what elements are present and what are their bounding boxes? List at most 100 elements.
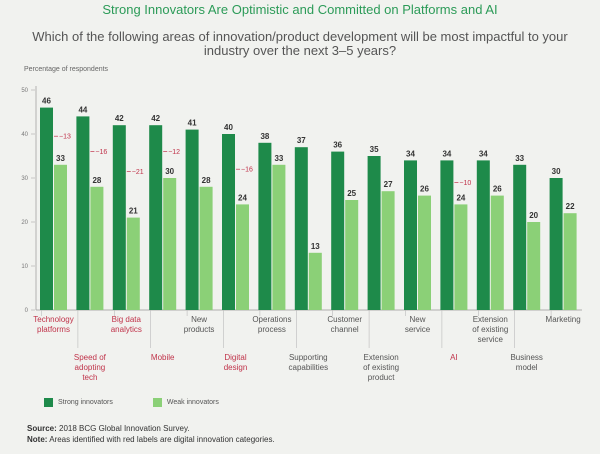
data-label-weak: 30 — [165, 167, 174, 176]
data-label-strong: 36 — [333, 141, 342, 150]
bar-strong — [40, 107, 53, 310]
bar-strong — [549, 178, 563, 310]
category-label: Technology platforms — [33, 315, 73, 334]
data-label-weak: 26 — [420, 185, 429, 194]
data-label-strong: 37 — [297, 136, 306, 145]
data-label-strong: 42 — [115, 114, 124, 123]
bar-weak — [126, 217, 140, 310]
category-label: Extension of existing service — [472, 315, 508, 344]
category-label: Supporting capabilities — [289, 353, 329, 372]
chart-title: Strong Innovators Are Optimistic and Com… — [102, 2, 498, 17]
category-label: AI — [450, 353, 458, 362]
data-label-weak: 20 — [529, 211, 538, 220]
category-label: Big data analytics — [111, 315, 142, 334]
legend-weak: Weak innovators — [152, 398, 219, 407]
data-label-weak: 22 — [566, 202, 575, 211]
bar-weak — [490, 195, 504, 310]
bar-weak — [272, 164, 286, 310]
data-label-strong: 44 — [78, 105, 87, 114]
category-label: Digital design — [224, 353, 248, 372]
source-line: Source: 2018 BCG Global Innovation Surve… — [27, 424, 190, 433]
data-label-weak: 24 — [238, 193, 247, 202]
category-label: Customer channel — [327, 315, 362, 334]
bar-weak — [90, 186, 104, 310]
bar-strong — [404, 160, 417, 310]
category-label: New products — [184, 315, 215, 334]
bar-weak — [454, 204, 468, 310]
y-tick-label: 40 — [21, 132, 28, 138]
gap-label: −13 — [59, 134, 71, 141]
data-label-weak: 24 — [456, 193, 465, 202]
bar-weak — [527, 222, 541, 310]
data-label-strong: 35 — [370, 145, 379, 154]
data-label-strong: 46 — [42, 97, 51, 106]
data-label-weak: 28 — [202, 176, 211, 185]
bar-strong — [185, 129, 199, 310]
data-label-weak: 26 — [493, 185, 502, 194]
legend-swatch-weak — [152, 398, 162, 407]
gap-label: −16 — [241, 167, 253, 174]
bar-strong — [112, 125, 126, 310]
y-tick-label: 30 — [21, 176, 28, 182]
bar-strong — [149, 125, 163, 310]
gap-label: −12 — [168, 149, 180, 156]
y-tick-label: 20 — [21, 220, 28, 226]
gap-label: −16 — [95, 149, 107, 156]
legend-swatch-strong — [44, 398, 53, 407]
data-label-strong: 33 — [515, 154, 524, 163]
data-label-strong: 38 — [260, 132, 269, 141]
bar-weak — [345, 200, 359, 310]
data-label-weak: 33 — [274, 154, 283, 163]
bar-weak — [308, 252, 322, 310]
bar-strong — [331, 151, 345, 310]
data-label-strong: 34 — [479, 149, 488, 158]
category-label: New service — [405, 315, 431, 334]
data-label-strong: 34 — [442, 149, 451, 158]
footer-notes: Source: 2018 BCG Global Innovation Surve… — [27, 423, 275, 445]
bar-weak — [381, 191, 395, 310]
legend-label-strong: Strong innovators — [58, 399, 113, 406]
data-label-weak: 33 — [56, 154, 65, 163]
bar-strong — [476, 160, 490, 310]
data-label-weak: 27 — [384, 180, 393, 189]
bar-strong — [222, 134, 235, 310]
bar-strong — [294, 147, 308, 310]
y-tick-label: 10 — [21, 264, 28, 270]
bar-weak — [54, 164, 67, 310]
y-tick-label: 0 — [25, 308, 29, 314]
category-label: Business model — [510, 353, 542, 372]
data-label-strong: 34 — [406, 149, 415, 158]
bar-strong — [258, 142, 272, 310]
data-label-weak: 21 — [129, 207, 138, 216]
bar-strong — [440, 160, 454, 310]
bar-strong — [513, 164, 527, 310]
data-label-strong: 41 — [188, 119, 197, 128]
data-label-weak: 28 — [92, 176, 101, 185]
note-line: Note: Areas identified with red labels a… — [27, 435, 275, 444]
data-label-strong: 42 — [151, 114, 160, 123]
legend: Strong innovators Weak innovators — [44, 398, 259, 407]
bar-weak — [563, 213, 577, 310]
category-label: Marketing — [546, 315, 581, 324]
bar-chart: 0 10 20 30 40 50 46 33 −13 Technology platforms 44 2… — [21, 86, 582, 382]
category-label: Extension of existing product — [363, 353, 399, 382]
category-label: Speed of adopting tech — [74, 353, 107, 382]
gap-label: −10 — [459, 180, 471, 187]
category-label: Operations process — [252, 315, 291, 334]
data-label-strong: 30 — [552, 167, 561, 176]
legend-strong: Strong innovators — [44, 398, 113, 407]
data-label-weak: 25 — [347, 189, 356, 198]
category-label: Mobile — [151, 353, 175, 362]
data-label-weak: 13 — [311, 242, 320, 251]
bar-weak — [418, 195, 431, 310]
data-label-strong: 40 — [224, 123, 233, 132]
gap-label: −21 — [132, 169, 144, 176]
bar-weak — [199, 186, 213, 310]
y-tick-label: 50 — [21, 88, 28, 94]
chart-subtitle: Which of the following areas of innovati… — [32, 29, 568, 58]
bar-weak — [236, 204, 249, 310]
bar-weak — [163, 178, 177, 310]
legend-label-weak: Weak innovators — [166, 399, 219, 406]
bar-strong — [76, 116, 90, 311]
bar-strong — [367, 156, 381, 310]
